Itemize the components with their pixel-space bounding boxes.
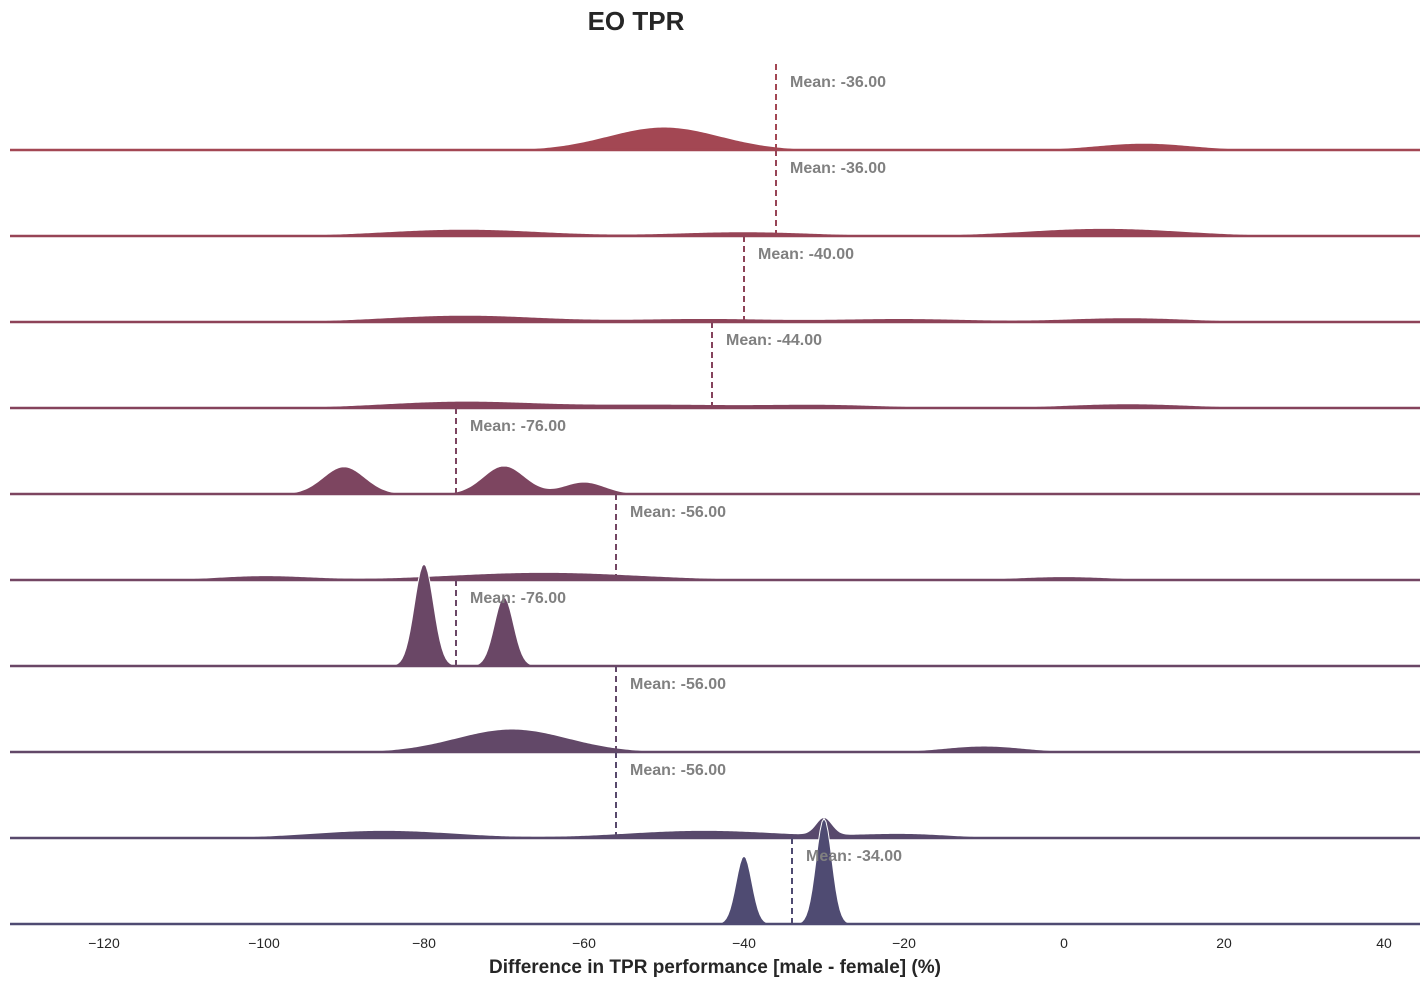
x-tick-label: 20 — [1216, 935, 1232, 951]
mean-label: Mean: -56.00 — [630, 762, 726, 779]
ridge-10: Mean: -34.00 — [10, 817, 1420, 926]
mean-label: Mean: -76.00 — [470, 418, 566, 435]
density-area — [10, 728, 1420, 753]
ridge-5: Mean: -76.00 — [10, 408, 1420, 496]
x-axis: −120 −100 −80 −60 −40 −20 0 20 40 — [88, 935, 1392, 951]
mean-label: Mean: -44.00 — [726, 332, 822, 349]
x-tick-label: −60 — [572, 935, 596, 951]
x-tick-label: 0 — [1060, 935, 1068, 951]
ridge-2: Mean: -36.00 — [10, 150, 1420, 238]
x-axis-label: Difference in TPR performance [male - fe… — [489, 957, 941, 978]
x-tick-label: −120 — [88, 935, 120, 951]
ridge-4: Mean: -44.00 — [10, 322, 1420, 410]
ridge-6: Mean: -56.00 — [10, 494, 1420, 582]
ridge-8: Mean: -56.00 — [10, 666, 1420, 754]
density-area — [10, 465, 1420, 495]
mean-label: Mean: -76.00 — [470, 590, 566, 607]
mean-label: Mean: -34.00 — [806, 848, 902, 865]
ridges-group: Mean: -36.00 Mean: -36.00 Mean: -40.00 Mean… — [10, 64, 1420, 926]
x-tick-label: 40 — [1376, 935, 1392, 951]
ridge-3: Mean: -40.00 — [10, 236, 1420, 324]
ridge-1: Mean: -36.00 — [10, 64, 1420, 152]
mean-label: Mean: -36.00 — [790, 160, 886, 177]
density-area — [10, 816, 1420, 839]
x-tick-label: −20 — [892, 935, 916, 951]
mean-label: Mean: -36.00 — [790, 74, 886, 91]
density-area — [10, 126, 1420, 151]
x-tick-label: −80 — [412, 935, 436, 951]
mean-label: Mean: -40.00 — [758, 246, 854, 263]
ridge-9: Mean: -56.00 — [10, 752, 1420, 840]
ridge-7: Mean: -76.00 — [10, 563, 1420, 668]
mean-label: Mean: -56.00 — [630, 504, 726, 521]
mean-label: Mean: -56.00 — [630, 676, 726, 693]
x-tick-label: −40 — [732, 935, 756, 951]
chart-title: EO TPR — [588, 6, 685, 36]
x-tick-label: −100 — [248, 935, 280, 951]
